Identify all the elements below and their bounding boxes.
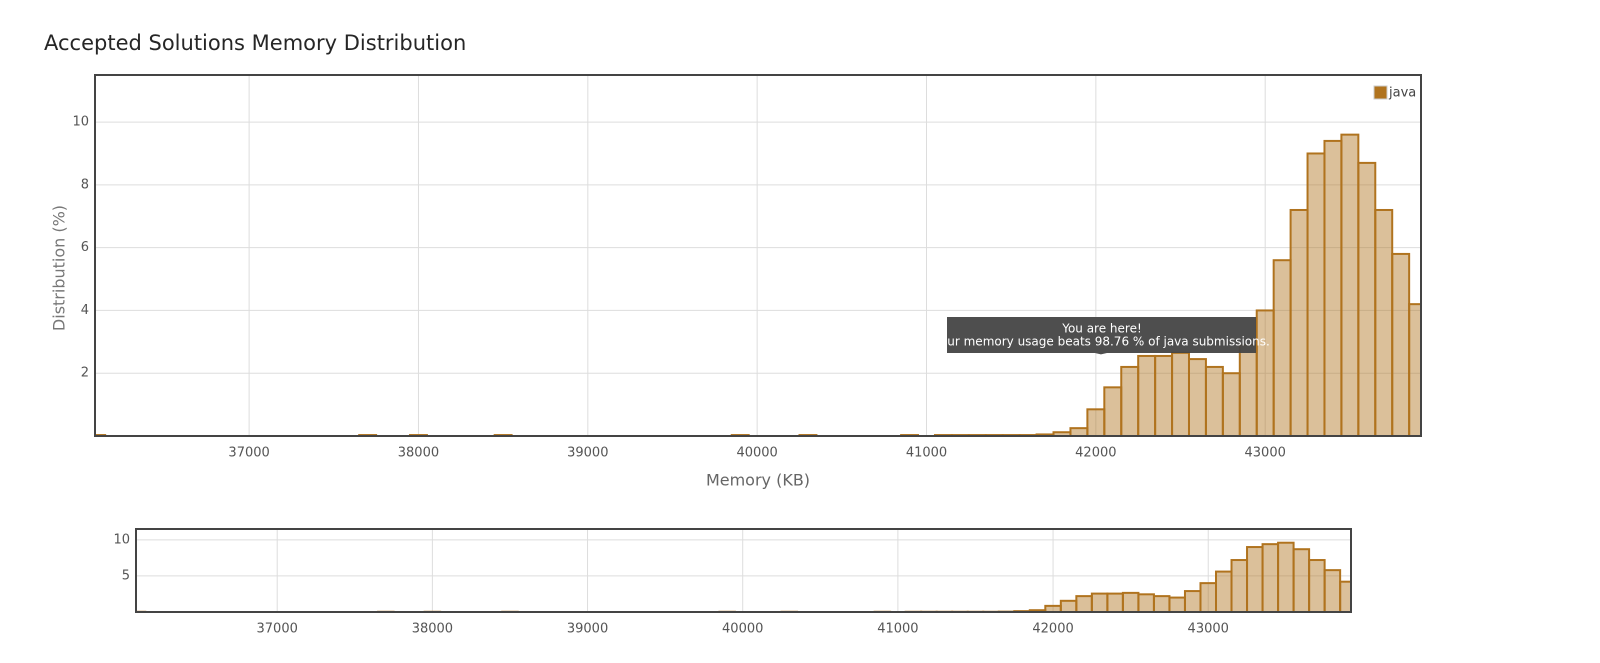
bar (1221, 372, 1241, 436)
bar (1199, 582, 1218, 612)
bar (1246, 546, 1264, 612)
tooltip-box (947, 317, 1256, 355)
bar (1306, 152, 1326, 436)
bar (1090, 592, 1109, 612)
x-tick-label: 38000 (398, 446, 439, 461)
bar (1339, 580, 1351, 612)
x-tick-label: 38000 (412, 622, 453, 637)
bar (1168, 596, 1186, 612)
bar (1069, 427, 1089, 436)
legend-swatch (1373, 85, 1388, 100)
bar (1277, 541, 1295, 612)
bar (1204, 365, 1224, 436)
bar (1374, 208, 1394, 436)
plot-border (94, 74, 1422, 437)
tooltip-text: Your memory usage beats 98.76 % of java … (933, 335, 1270, 349)
bar (1230, 559, 1249, 612)
bar (1340, 133, 1360, 436)
bar (1103, 386, 1123, 436)
bar (1323, 569, 1342, 612)
bar (1272, 259, 1292, 436)
bars (95, 133, 1421, 436)
y-tick-label: 2 (81, 366, 89, 381)
bar (1255, 309, 1275, 436)
bar (1357, 161, 1377, 436)
x-axis-label: Memory (KB) (706, 471, 810, 490)
bar (1323, 139, 1343, 436)
bar (1308, 559, 1326, 612)
bar (1292, 548, 1311, 612)
tooltip-text: You are here! (1061, 322, 1142, 336)
bar (1137, 354, 1157, 436)
y-tick-label: 5 (122, 568, 130, 583)
bar (1106, 592, 1124, 612)
y-tick-label: 10 (72, 115, 89, 130)
bar (1215, 570, 1233, 612)
bar (1391, 252, 1411, 436)
x-tick-label: 41000 (906, 446, 947, 461)
chart-title: Accepted Solutions Memory Distribution (44, 31, 466, 55)
bar (1120, 365, 1140, 436)
bar (1121, 591, 1140, 612)
x-tick-label: 42000 (1032, 622, 1073, 637)
y-axis-label: Distribution (%) (50, 205, 69, 331)
legend-label: java (1388, 86, 1416, 101)
bar (1408, 303, 1421, 436)
bar (1059, 599, 1078, 612)
bar (1171, 351, 1190, 436)
y-tick-label: 10 (113, 532, 130, 547)
y-tick-label: 6 (81, 240, 89, 255)
x-tick-label: 43000 (1245, 446, 1286, 461)
x-tick-label: 37000 (228, 446, 269, 461)
x-tick-label: 41000 (877, 622, 918, 637)
bar (1154, 354, 1174, 436)
x-tick-label: 42000 (1075, 446, 1116, 461)
x-tick-label: 39000 (567, 622, 608, 637)
y-tick-label: 4 (81, 303, 89, 318)
bar (1086, 408, 1106, 436)
bar (1261, 543, 1280, 612)
bar (1152, 595, 1171, 612)
plot-border (135, 528, 1352, 613)
bar (1187, 358, 1207, 436)
bar (1075, 595, 1093, 612)
bar (1183, 590, 1202, 612)
bar (1137, 593, 1155, 612)
x-tick-label: 40000 (736, 446, 777, 461)
bar (1289, 208, 1309, 436)
bar (1238, 343, 1258, 436)
x-tick-label: 39000 (567, 446, 608, 461)
x-tick-label: 37000 (257, 622, 298, 637)
y-tick-label: 8 (81, 177, 89, 192)
x-tick-label: 40000 (722, 622, 763, 637)
x-tick-label: 43000 (1188, 622, 1229, 637)
